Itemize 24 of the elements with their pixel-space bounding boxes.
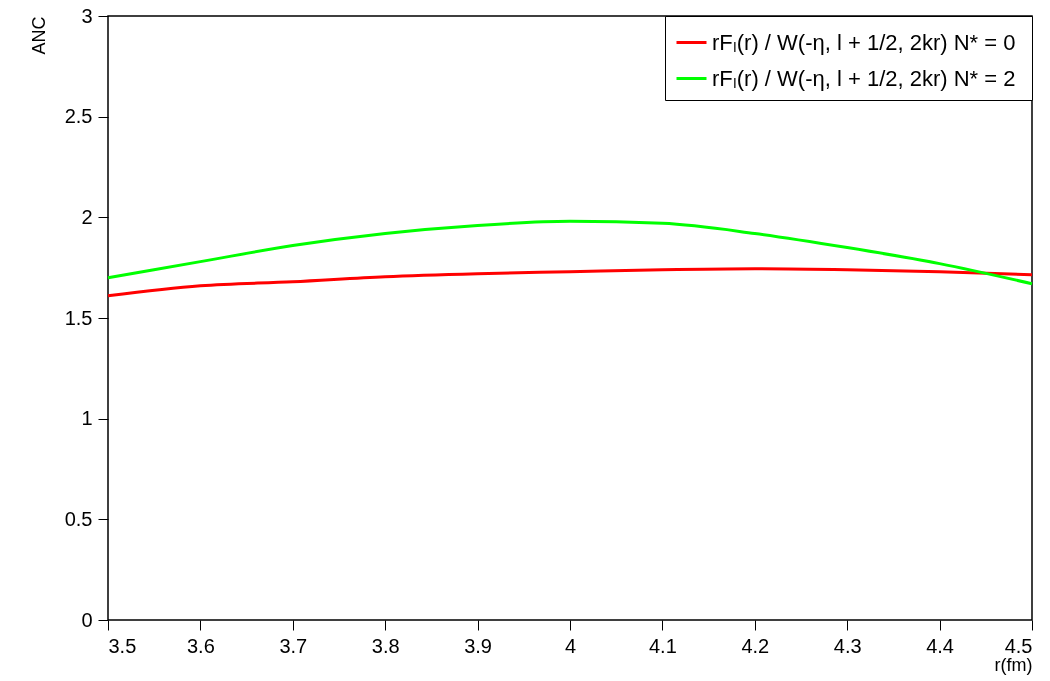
x-tick-label: 3.6 bbox=[186, 634, 215, 657]
legend-label: rFₗ(r) / W(-η, l + 1/2, 2kr) N* = 0 bbox=[712, 29, 1016, 55]
x-tick-label: 4.1 bbox=[648, 634, 677, 657]
x-axis-title: r(fm) bbox=[994, 654, 1033, 675]
y-tick-label: 0.5 bbox=[64, 507, 93, 530]
y-tick-label: 2.5 bbox=[64, 105, 93, 128]
x-tick-label: 3.7 bbox=[279, 634, 308, 657]
x-tick-label: 4.2 bbox=[741, 634, 770, 657]
line-series bbox=[106, 267, 1034, 298]
x-tick-label: 3.9 bbox=[464, 634, 493, 657]
x-tick-label: 4 bbox=[564, 634, 577, 657]
y-axis-title: ANC bbox=[28, 16, 49, 55]
line-series bbox=[106, 219, 1034, 286]
x-tick-label: 4.4 bbox=[926, 634, 955, 657]
y-tick-label: 1.5 bbox=[64, 306, 93, 329]
legend-label: rFₗ(r) / W(-η, l + 1/2, 2kr) N* = 2 bbox=[712, 65, 1016, 91]
y-tick-label: 0 bbox=[81, 608, 93, 631]
x-tick-label: 4.5 bbox=[1004, 634, 1033, 657]
y-tick-label: 2 bbox=[81, 205, 93, 228]
y-tick-label: 1 bbox=[81, 407, 93, 430]
x-tick-label: 4.3 bbox=[833, 634, 862, 657]
y-tick-label: 3 bbox=[81, 4, 93, 27]
x-tick-label: 3.5 bbox=[108, 634, 137, 657]
x-tick-label: 3.8 bbox=[371, 634, 400, 657]
